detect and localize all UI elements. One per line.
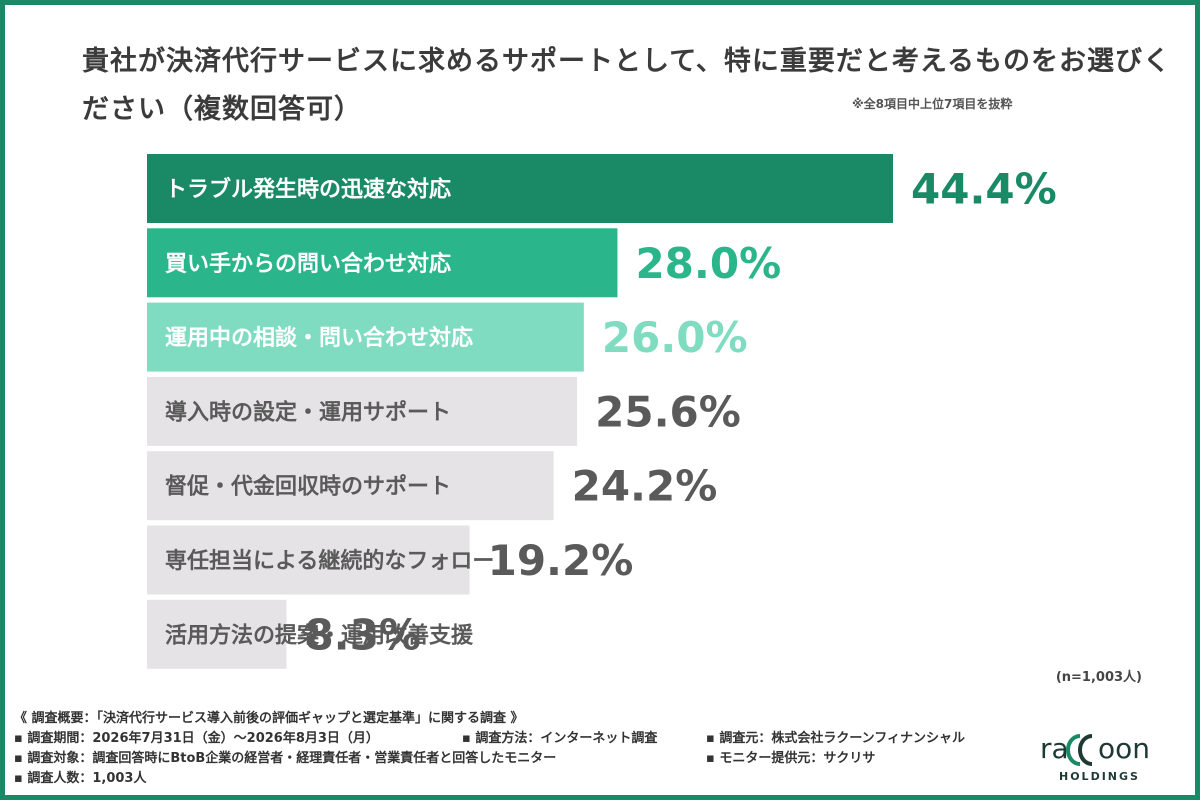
company-logo: ra oon HOLDINGS bbox=[1040, 728, 1170, 788]
bar-2 bbox=[147, 228, 618, 298]
bar-chart: トラブル発生時の迅速な対応 44.4% 買い手からの問い合わせ対応 28.0% 運用中の… bbox=[147, 154, 1057, 669]
bar-7 bbox=[147, 599, 287, 669]
bar-3 bbox=[147, 302, 584, 372]
survey-overview: 《 調査概要：「決済代行サービス導入前後の評価ギャップと選定基準」に関する調査 … bbox=[14, 711, 524, 726]
bar-label-6: 専任担当による継続的なフォロー bbox=[165, 548, 494, 574]
bar-6 bbox=[147, 525, 470, 595]
bar-label-7: 活用方法の提案・運用改善支援 bbox=[165, 622, 474, 648]
bar-label-4: 導入時の設定・運用サポート bbox=[165, 399, 451, 425]
bar-label-3: 運用中の相談・問い合わせ対応 bbox=[165, 325, 473, 351]
value-label-5: 24.2% bbox=[572, 462, 718, 511]
survey-period: ▪ 調査期間：2026年7月31日（金）〜2026年8月3日（月） bbox=[14, 731, 379, 746]
bar-4 bbox=[147, 376, 578, 446]
bar-label-2: 買い手からの問い合わせ対応 bbox=[165, 251, 451, 277]
survey-method: ▪ 調査方法：インターネット調査 bbox=[462, 731, 658, 746]
svg-text:ra: ra bbox=[1040, 732, 1069, 765]
logo-subtitle: HOLDINGS bbox=[1059, 770, 1140, 783]
bar-1 bbox=[147, 154, 893, 223]
svg-text:oon: oon bbox=[1098, 732, 1150, 765]
logo-mark: ra oon bbox=[1040, 732, 1150, 766]
value-label-1: 44.4% bbox=[911, 165, 1057, 214]
chart-title: 貴社が決済代行サービスに求めるサポートとして、特に重要だと考えるものをお選びくだ… bbox=[82, 46, 1172, 125]
bar-label-5: 督促・代金回収時のサポート bbox=[165, 474, 451, 500]
survey-source: ▪ 調査元：株式会社ラクーンフィナンシャル bbox=[706, 731, 966, 746]
bar-5 bbox=[147, 451, 554, 521]
survey-provider: ▪ モニター提供元：サクリサ bbox=[706, 751, 876, 766]
value-label-7: 8.3% bbox=[304, 610, 420, 659]
value-label-4: 25.6% bbox=[595, 387, 741, 436]
survey-count: ▪ 調査人数：1,003人 bbox=[14, 771, 147, 786]
sample-size: (n=1,003人) bbox=[1055, 670, 1142, 685]
note: ※全8項目中上位7項目を抜粋 bbox=[852, 97, 1013, 111]
bar-label-1: トラブル発生時の迅速な対応 bbox=[165, 177, 451, 203]
survey-footer: 《 調査概要：「決済代行サービス導入前後の評価ギャップと選定基準」に関する調査 … bbox=[14, 709, 965, 789]
survey-target: ▪ 調査対象：調査回答時にBtoB企業の経営者・経理責任者・営業責任者と回答した… bbox=[14, 751, 557, 766]
value-label-6: 19.2% bbox=[488, 536, 634, 585]
value-label-3: 26.0% bbox=[602, 313, 748, 362]
value-label-2: 28.0% bbox=[635, 239, 781, 288]
